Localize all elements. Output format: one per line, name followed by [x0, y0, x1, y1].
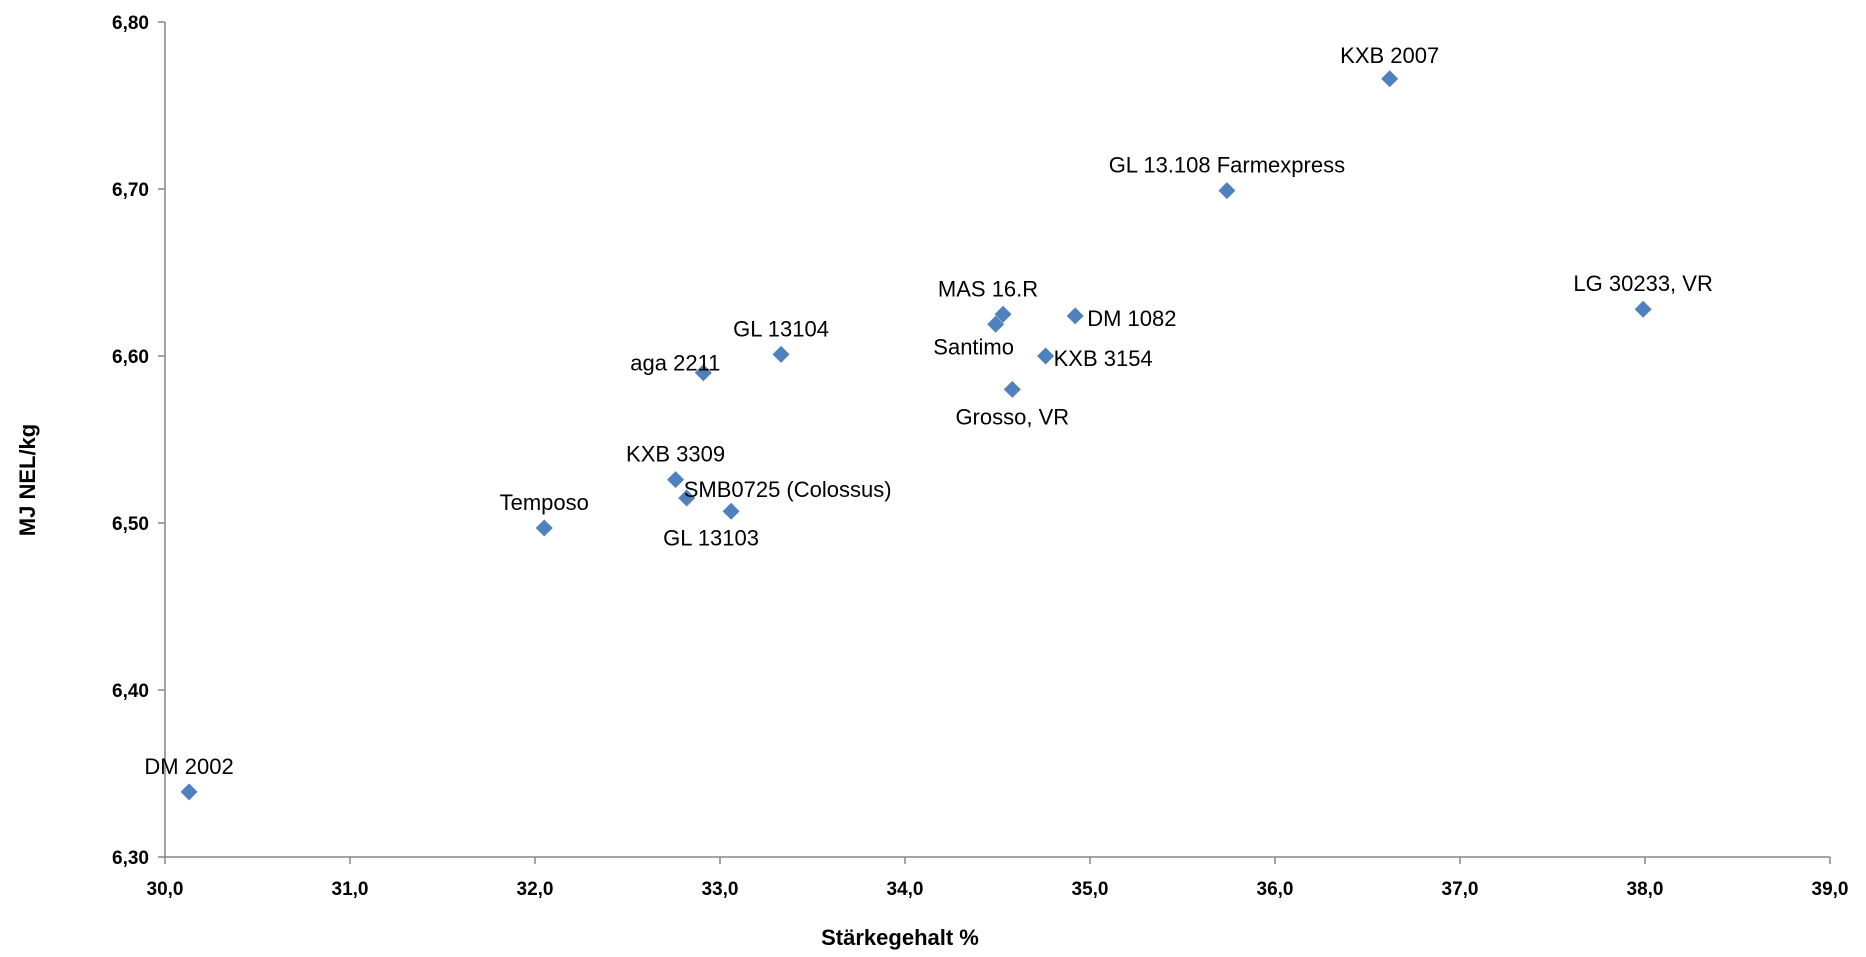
x-tick-label: 38,0	[1627, 879, 1664, 900]
data-label: LG 30233, VR	[1573, 271, 1712, 296]
y-tick-label: 6,80	[112, 13, 149, 34]
x-tick-label: 31,0	[332, 879, 369, 900]
data-label: KXB 2007	[1340, 43, 1439, 68]
y-tick-label: 6,50	[112, 514, 149, 535]
data-label: Temposo	[500, 490, 589, 515]
x-tick-label: 34,0	[887, 879, 924, 900]
data-point	[535, 519, 553, 537]
data-label: DM 1082	[1087, 306, 1176, 331]
data-point	[678, 489, 696, 507]
data-point	[667, 471, 685, 489]
x-tick-label: 35,0	[1072, 879, 1109, 900]
data-label: KXB 3154	[1054, 346, 1153, 371]
x-tick-label: 37,0	[1442, 879, 1479, 900]
data-point	[722, 502, 740, 520]
x-tick-label: 32,0	[517, 879, 554, 900]
data-label: SMB0725 (Colossus)	[684, 477, 892, 502]
data-label: Grosso, VR	[955, 404, 1069, 429]
x-tick-label: 33,0	[702, 879, 739, 900]
x-tick-label: 36,0	[1257, 879, 1294, 900]
data-label: DM 2002	[144, 754, 233, 779]
data-label: KXB 3309	[626, 442, 725, 467]
data-label: GL 13.108 Farmexpress	[1109, 153, 1345, 178]
x-axis-ticks: 30,0 31,0 32,0 33,0 34,0 35,0 36,0 37,0 38,0 39,0	[147, 857, 1849, 900]
x-tick-label: 39,0	[1812, 879, 1849, 900]
data-point	[1381, 70, 1399, 88]
data-points	[180, 70, 1652, 801]
data-point	[1003, 380, 1021, 398]
data-point	[1218, 182, 1236, 200]
data-point	[694, 364, 712, 382]
data-point	[1066, 307, 1084, 325]
y-tick-label: 6,60	[112, 347, 149, 368]
x-axis-title: Stärkegehalt %	[821, 925, 979, 950]
data-point	[772, 345, 790, 363]
y-axis-title: MJ NEL/kg	[15, 424, 40, 536]
data-point	[180, 783, 198, 801]
y-tick-label: 6,30	[112, 848, 149, 869]
data-label: Santimo	[933, 334, 1014, 359]
data-label: MAS 16.R	[938, 276, 1038, 301]
y-axis-ticks: 6,30 6,40 6,50 6,60 6,70 6,80	[112, 13, 165, 869]
data-point	[994, 305, 1012, 323]
data-label: GL 13103	[663, 525, 759, 550]
data-labels: KXB 2007 GL 13.108 Farmexpress LG 30233, V…	[144, 43, 1712, 779]
x-tick-label: 30,0	[147, 879, 184, 900]
y-tick-label: 6,40	[112, 681, 149, 702]
data-point	[987, 315, 1005, 333]
data-point	[1634, 300, 1652, 318]
data-label: aga 2211	[630, 351, 720, 376]
data-point	[1037, 347, 1055, 365]
y-tick-label: 6,70	[112, 180, 149, 201]
axes	[164, 22, 1830, 858]
data-label: GL 13104	[733, 316, 829, 341]
